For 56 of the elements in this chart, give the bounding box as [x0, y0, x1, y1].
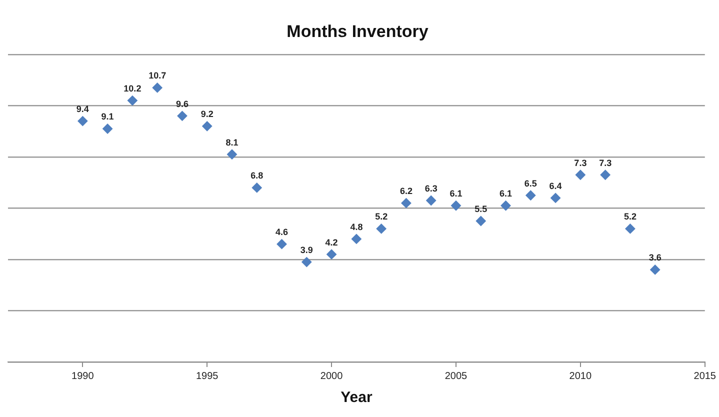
point: [351, 234, 362, 244]
point: [600, 170, 610, 180]
data-label: 6.3: [424, 183, 438, 194]
data-label: 4.6: [276, 227, 288, 238]
x-axis-title: Year: [340, 389, 372, 406]
point: [127, 96, 138, 106]
x-tick-label: 2010: [569, 370, 592, 382]
data-label: 9.6: [176, 98, 188, 109]
point: [500, 200, 511, 211]
data-label: 10.7: [148, 70, 166, 81]
point: [276, 239, 287, 250]
data-label: 6.2: [400, 186, 412, 196]
point: [526, 190, 536, 200]
point: [625, 224, 636, 234]
x-tick-label: 2015: [694, 370, 716, 382]
data-label: 5.5: [474, 204, 488, 214]
point: [252, 182, 262, 193]
x-tick-label: 2005: [444, 370, 468, 382]
point: [426, 196, 436, 206]
point: [177, 110, 188, 121]
chart-title: Months Inventory: [286, 22, 429, 41]
data-label: 9.4: [76, 104, 89, 114]
data-label: 4.8: [350, 222, 363, 232]
point: [202, 121, 212, 132]
x-tick-label: 2000: [320, 370, 344, 382]
data-label: 4.2: [325, 237, 338, 248]
data-label: 7.3: [599, 158, 612, 168]
data-label: 5.2: [624, 212, 636, 222]
data-label: 6.8: [250, 170, 264, 181]
point: [78, 116, 88, 126]
data-label: 6.1: [450, 188, 462, 199]
point: [650, 264, 660, 275]
point: [575, 170, 586, 180]
data-label: 10.2: [124, 84, 142, 94]
data-label: 6.1: [500, 188, 512, 199]
point: [476, 216, 486, 226]
point: [401, 198, 412, 208]
point: [226, 149, 237, 160]
data-label: 3.9: [300, 245, 313, 256]
point: [450, 200, 461, 211]
data-label: 6.5: [524, 178, 537, 188]
data-label: 5.2: [375, 212, 388, 222]
data-label: 3.6: [648, 252, 662, 263]
point: [302, 257, 312, 268]
data-label: 7.3: [574, 158, 587, 168]
x-tick-label: 1990: [72, 370, 94, 382]
data-label: 9.1: [101, 112, 114, 122]
data-label: 6.4: [549, 180, 562, 191]
x-tick-label: 1995: [196, 370, 219, 382]
point: [376, 224, 386, 234]
point: [326, 249, 337, 260]
point: [102, 124, 113, 134]
data-label: 8.1: [226, 137, 238, 148]
point: [550, 192, 561, 203]
point: [152, 82, 162, 93]
data-label: 9.2: [200, 109, 214, 120]
